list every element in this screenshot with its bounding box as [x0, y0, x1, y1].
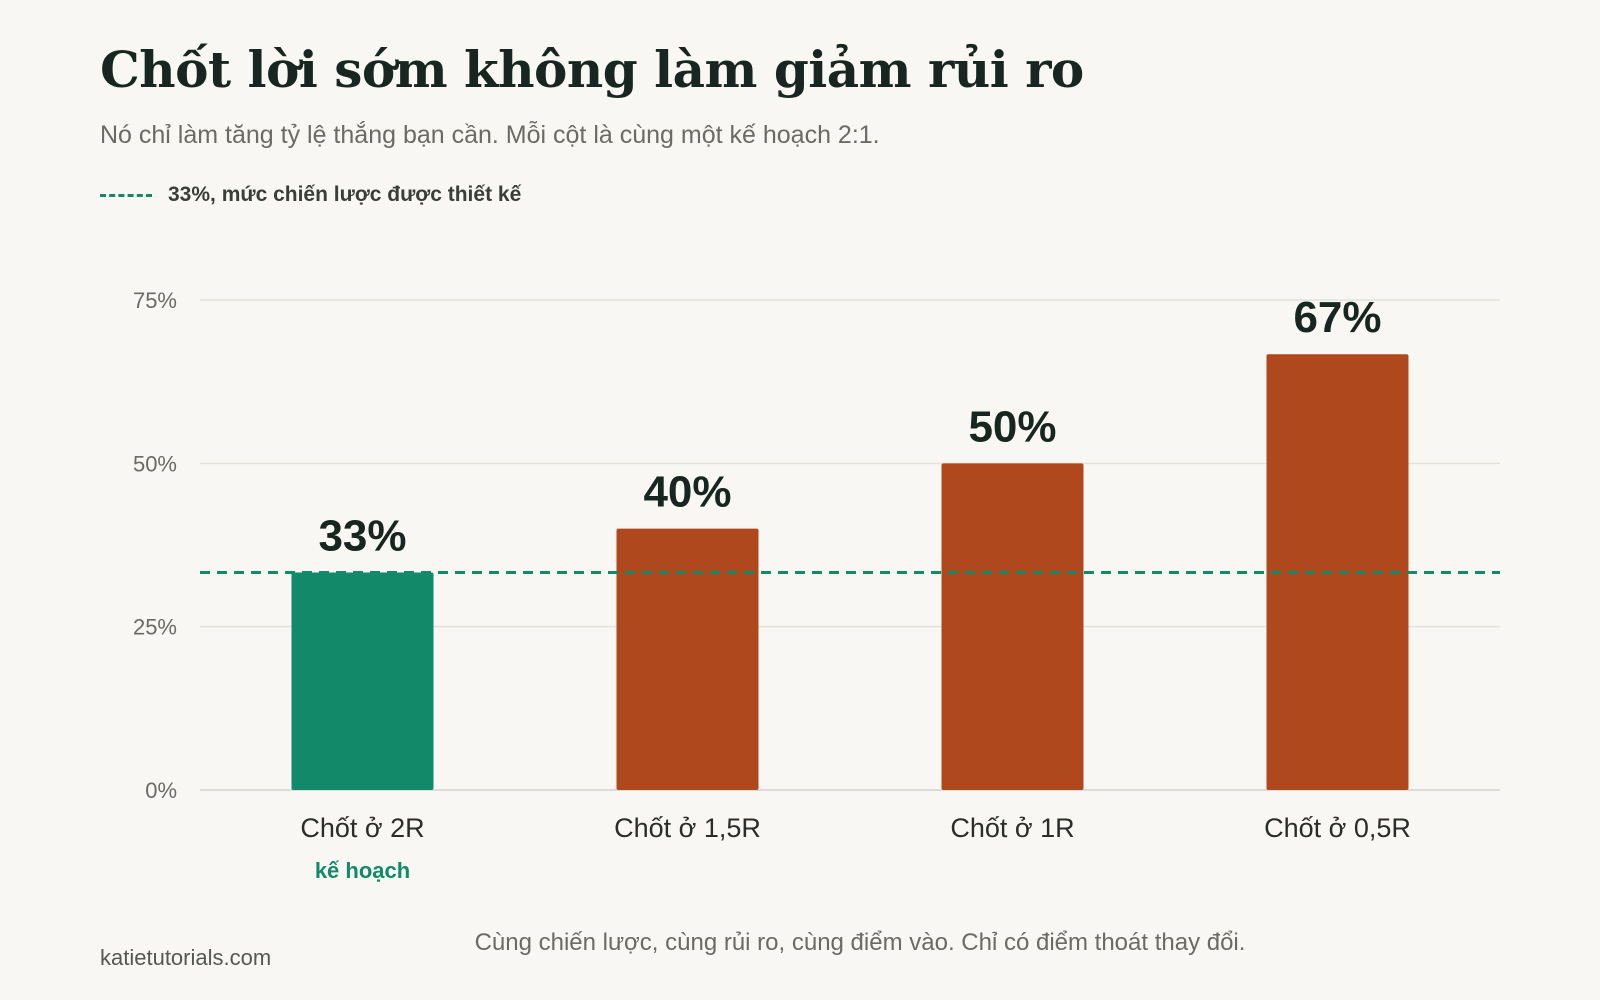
category-label: Chốt ở 0,5R — [1264, 813, 1411, 843]
value-label: 40% — [643, 468, 731, 517]
bar — [616, 528, 759, 790]
y-tick-label: 50% — [133, 451, 177, 476]
category-sublabel: kế hoạch — [315, 858, 410, 883]
chart-subtitle: Nó chỉ làm tăng tỷ lệ thắng bạn cần. Mỗi… — [100, 121, 880, 149]
category-label: Chốt ở 2R — [300, 813, 424, 843]
footer-note: Cùng chiến lược, cùng rủi ro, cùng điểm … — [474, 929, 1246, 956]
category-label: Chốt ở 1R — [950, 813, 1074, 843]
value-label: 33% — [318, 511, 406, 560]
y-tick-label: 25% — [133, 615, 177, 640]
legend: 33%, mức chiến lược được thiết kế — [100, 183, 521, 207]
y-tick-label: 0% — [145, 778, 177, 803]
y-tick-label: 75% — [133, 288, 177, 313]
dashed-line-legend-icon — [100, 193, 152, 197]
chart-title: Chốt lời sớm không làm giảm rủi ro — [100, 40, 1084, 99]
value-label: 67% — [1293, 293, 1381, 342]
bar — [291, 572, 434, 790]
bar — [1266, 354, 1409, 790]
legend-label: 33%, mức chiến lược được thiết kế — [168, 183, 522, 206]
source-credit: katietutorials.com — [100, 945, 272, 970]
category-label: Chốt ở 1,5R — [614, 813, 761, 843]
bar — [941, 463, 1084, 790]
value-label: 50% — [968, 402, 1056, 451]
